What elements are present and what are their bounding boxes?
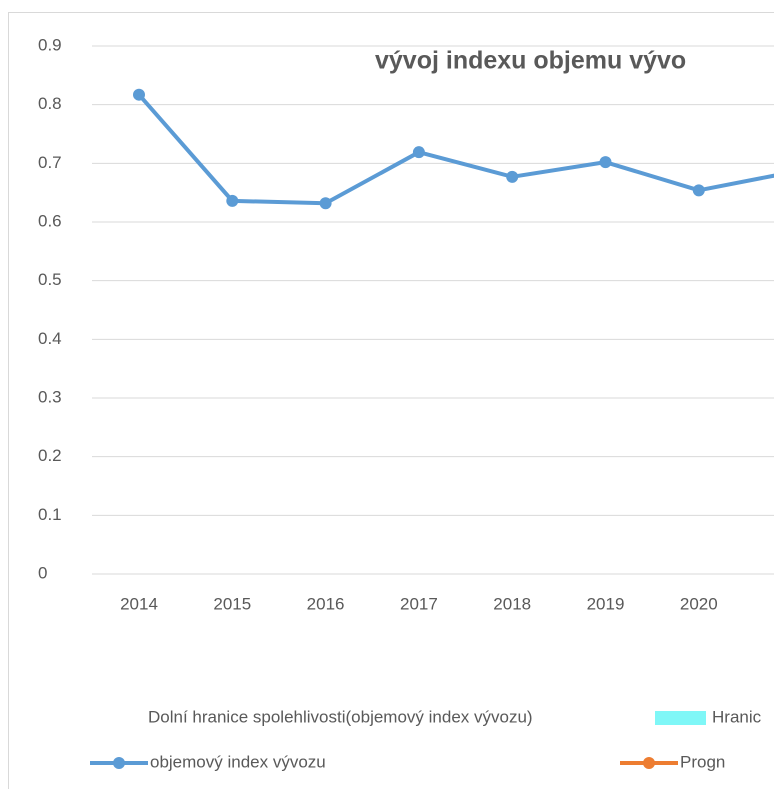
data-line <box>137 93 774 206</box>
data-point <box>692 184 705 197</box>
x-tick-label: 2020 <box>680 594 718 613</box>
y-tick-label: 0.2 <box>38 446 62 465</box>
y-tick-label: 0.5 <box>38 270 62 289</box>
legend-marker <box>113 757 125 769</box>
legend-label: Hranic <box>712 707 762 726</box>
data-point <box>506 170 519 183</box>
x-tick-label: 2015 <box>213 594 251 613</box>
legend-label: Dolní hranice spolehlivosti(objemový ind… <box>148 707 533 726</box>
legend-label: objemový index vývozu <box>150 752 326 771</box>
y-tick-label: 0 <box>38 563 47 582</box>
x-tick-label: 2019 <box>587 594 625 613</box>
y-tick-label: 0.3 <box>38 387 62 406</box>
legend-label: Progn <box>680 752 725 771</box>
data-point <box>319 197 332 210</box>
y-tick-label: 0.8 <box>38 94 62 113</box>
y-tick-label: 0.7 <box>38 153 62 172</box>
y-tick-label: 0.6 <box>38 211 62 230</box>
x-tick-label: 2014 <box>120 594 158 613</box>
y-tick-label: 0.9 <box>38 35 62 54</box>
x-tick-label: 2016 <box>307 594 345 613</box>
y-tick-label: 0.1 <box>38 505 62 524</box>
x-tick-label: 2017 <box>400 594 438 613</box>
data-point <box>599 156 612 169</box>
chart-frame <box>8 12 774 789</box>
legend-swatch <box>655 711 706 725</box>
legend-marker <box>643 757 655 769</box>
data-point <box>133 88 145 101</box>
y-tick-label: 0.4 <box>38 329 62 348</box>
chart-title: vývoj indexu objemu vývo <box>375 47 686 75</box>
data-point <box>226 194 239 207</box>
data-point <box>412 146 425 159</box>
x-tick-label: 2018 <box>493 594 531 613</box>
